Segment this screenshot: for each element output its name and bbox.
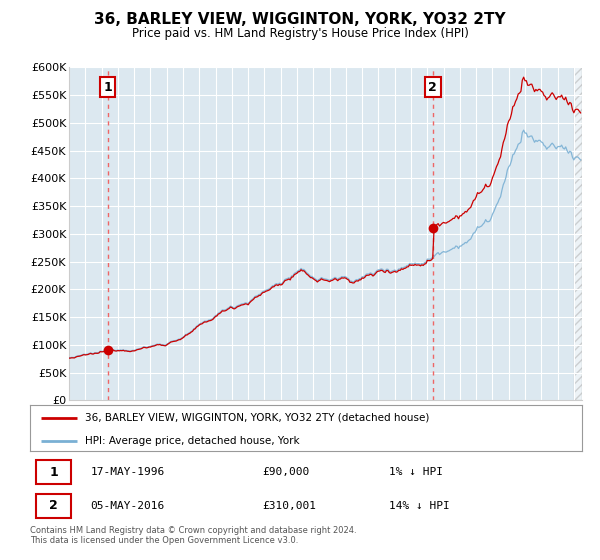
Text: This data is licensed under the Open Government Licence v3.0.: This data is licensed under the Open Gov… [30, 536, 298, 545]
Text: 36, BARLEY VIEW, WIGGINTON, YORK, YO32 2TY: 36, BARLEY VIEW, WIGGINTON, YORK, YO32 2… [94, 12, 506, 27]
Text: 05-MAY-2016: 05-MAY-2016 [91, 501, 165, 511]
Text: HPI: Average price, detached house, York: HPI: Average price, detached house, York [85, 436, 300, 446]
Text: 2: 2 [428, 81, 437, 94]
Text: Price paid vs. HM Land Registry's House Price Index (HPI): Price paid vs. HM Land Registry's House … [131, 27, 469, 40]
Text: 2: 2 [49, 499, 58, 512]
Text: Contains HM Land Registry data © Crown copyright and database right 2024.: Contains HM Land Registry data © Crown c… [30, 526, 356, 535]
Text: 1: 1 [49, 465, 58, 479]
Text: £310,001: £310,001 [262, 501, 316, 511]
Text: £90,000: £90,000 [262, 467, 309, 477]
Text: 1: 1 [103, 81, 112, 94]
Text: 14% ↓ HPI: 14% ↓ HPI [389, 501, 449, 511]
FancyBboxPatch shape [35, 493, 71, 518]
Text: 1% ↓ HPI: 1% ↓ HPI [389, 467, 443, 477]
FancyBboxPatch shape [35, 460, 71, 484]
Text: 36, BARLEY VIEW, WIGGINTON, YORK, YO32 2TY (detached house): 36, BARLEY VIEW, WIGGINTON, YORK, YO32 2… [85, 413, 430, 423]
Text: 17-MAY-1996: 17-MAY-1996 [91, 467, 165, 477]
